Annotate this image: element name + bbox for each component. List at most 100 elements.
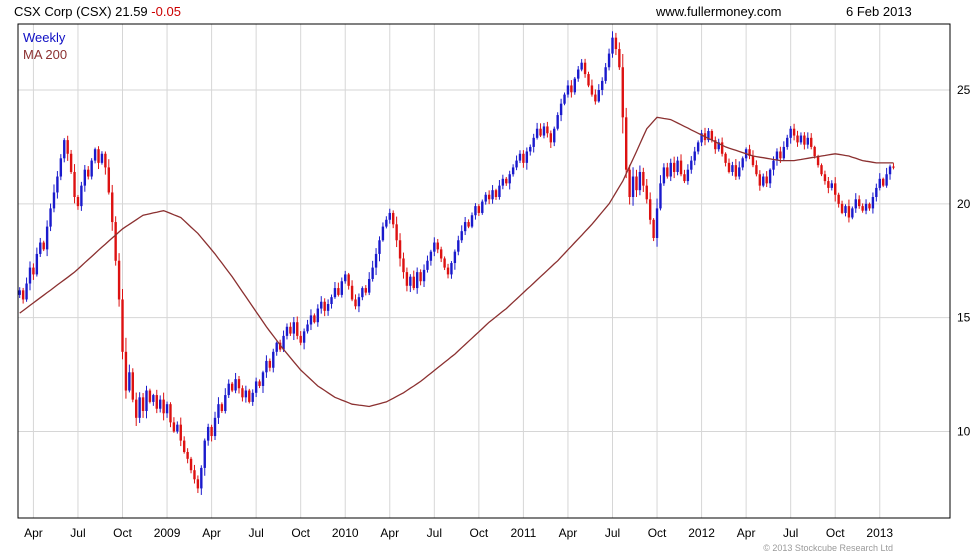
candle-body bbox=[556, 115, 559, 129]
y-axis-label: 10 bbox=[957, 424, 971, 438]
candle-body bbox=[433, 242, 436, 252]
candle-body bbox=[553, 128, 556, 143]
candle-body bbox=[230, 383, 234, 391]
candle-body bbox=[251, 392, 254, 402]
candle-body bbox=[631, 176, 635, 198]
candle-body bbox=[751, 156, 755, 166]
candle-body bbox=[597, 90, 600, 102]
candle-body bbox=[398, 240, 402, 259]
candle-body bbox=[789, 128, 792, 138]
date-label: 6 Feb 2013 bbox=[846, 4, 912, 19]
candle-body bbox=[268, 360, 272, 368]
candle-body bbox=[419, 272, 422, 282]
candle-body bbox=[196, 479, 200, 489]
candle-body bbox=[148, 390, 152, 402]
candle-body bbox=[415, 272, 419, 289]
candle-body bbox=[515, 160, 518, 168]
candle-body bbox=[491, 190, 494, 200]
candle-body bbox=[851, 208, 854, 218]
x-axis-label: 2012 bbox=[688, 526, 715, 540]
candle-body bbox=[714, 140, 717, 150]
candle-body bbox=[59, 158, 63, 177]
candle-body bbox=[741, 158, 744, 168]
candle-body bbox=[463, 222, 467, 232]
candle-body bbox=[350, 285, 354, 300]
candle-body bbox=[97, 149, 100, 163]
candle-body bbox=[107, 167, 111, 193]
candle-body bbox=[875, 187, 878, 198]
candle-body bbox=[577, 69, 580, 79]
candle-body bbox=[203, 440, 206, 468]
candle-body bbox=[477, 206, 481, 213]
candle-body bbox=[871, 197, 875, 209]
candle-body bbox=[652, 219, 655, 238]
candle-body bbox=[422, 269, 426, 282]
candle-body bbox=[409, 276, 412, 286]
candle-body bbox=[138, 397, 141, 418]
candle-body bbox=[590, 85, 594, 95]
candle-body bbox=[28, 267, 32, 284]
x-axis-label: Oct bbox=[648, 526, 667, 540]
x-axis-label: Apr bbox=[380, 526, 399, 540]
candle-body bbox=[227, 383, 230, 396]
candle-body bbox=[669, 162, 672, 177]
candle-body bbox=[135, 399, 138, 418]
candle-body bbox=[66, 140, 69, 154]
candle-body bbox=[265, 360, 268, 373]
candle-body bbox=[628, 169, 631, 198]
candle-body bbox=[63, 140, 66, 159]
candle-body bbox=[505, 178, 508, 184]
candle-body bbox=[549, 133, 553, 143]
candle-body bbox=[145, 390, 148, 412]
candle-body bbox=[340, 281, 344, 295]
candle-body bbox=[237, 379, 241, 389]
candle-body bbox=[792, 128, 796, 136]
candle-body bbox=[189, 458, 193, 471]
candle-body bbox=[611, 37, 614, 54]
candle-body bbox=[823, 174, 827, 182]
candle-body bbox=[799, 135, 803, 143]
candle-body bbox=[323, 301, 326, 311]
candle-body bbox=[762, 176, 765, 186]
candle-body bbox=[720, 142, 724, 154]
candle-body bbox=[326, 304, 330, 311]
candle-body bbox=[844, 206, 847, 213]
instrument-title: CSX Corp (CSX) 21.59 -0.05 bbox=[14, 4, 181, 19]
candle-body bbox=[679, 160, 683, 175]
candle-body bbox=[162, 399, 165, 414]
candle-body bbox=[100, 153, 104, 163]
candle-body bbox=[618, 49, 621, 68]
y-axis-label: 25 bbox=[957, 83, 971, 97]
candle-body bbox=[638, 171, 642, 191]
candle-body bbox=[289, 326, 292, 334]
candle-body bbox=[306, 324, 309, 332]
candle-body bbox=[693, 151, 696, 161]
candle-body bbox=[206, 426, 210, 441]
candle-body bbox=[775, 151, 779, 161]
candle-body bbox=[272, 351, 275, 368]
candle-body bbox=[49, 208, 52, 227]
candle-body bbox=[501, 178, 505, 186]
candle-body bbox=[172, 422, 176, 432]
candle-body bbox=[248, 390, 251, 402]
candle-body bbox=[446, 267, 450, 275]
candle-body bbox=[587, 74, 590, 86]
candle-body bbox=[179, 424, 182, 441]
x-axis-label: Apr bbox=[202, 526, 221, 540]
candle-body bbox=[601, 80, 604, 91]
candle-body bbox=[830, 183, 833, 188]
candle-body bbox=[666, 167, 669, 177]
candle-body bbox=[686, 169, 690, 182]
candle-body bbox=[213, 417, 217, 437]
candle-body bbox=[559, 103, 563, 116]
candle-body bbox=[302, 331, 306, 343]
candle-body bbox=[642, 171, 645, 186]
candle-body bbox=[278, 342, 282, 350]
instrument-name-price: CSX Corp (CSX) 21.59 bbox=[14, 4, 148, 19]
candle-body bbox=[313, 315, 316, 323]
candle-body bbox=[864, 203, 868, 211]
candle-body bbox=[854, 199, 857, 209]
candle-body bbox=[690, 160, 693, 170]
candle-body bbox=[662, 167, 666, 184]
candle-body bbox=[412, 276, 415, 289]
